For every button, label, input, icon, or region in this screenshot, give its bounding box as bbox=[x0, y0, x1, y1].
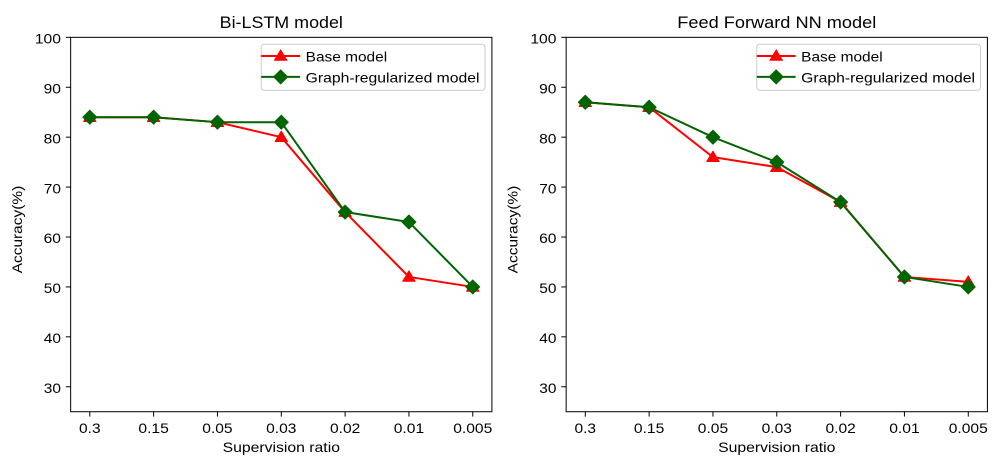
svg-text:70: 70 bbox=[539, 182, 556, 197]
svg-text:Supervision ratio: Supervision ratio bbox=[718, 441, 835, 456]
svg-text:0.02: 0.02 bbox=[330, 422, 360, 437]
svg-text:90: 90 bbox=[44, 82, 61, 97]
svg-text:Base model: Base model bbox=[801, 50, 882, 65]
svg-text:Supervision ratio: Supervision ratio bbox=[223, 441, 340, 456]
svg-text:Bi-LSTM model: Bi-LSTM model bbox=[220, 13, 343, 32]
svg-text:0.03: 0.03 bbox=[762, 422, 792, 437]
svg-text:0.15: 0.15 bbox=[138, 422, 168, 437]
svg-text:0.005: 0.005 bbox=[949, 422, 988, 437]
svg-text:80: 80 bbox=[44, 132, 61, 147]
svg-text:0.01: 0.01 bbox=[394, 422, 424, 437]
svg-text:Graph-regularized model: Graph-regularized model bbox=[801, 71, 975, 86]
svg-text:80: 80 bbox=[539, 132, 556, 147]
svg-text:Graph-regularized model: Graph-regularized model bbox=[306, 71, 480, 86]
svg-text:Accuracy(%): Accuracy(%) bbox=[506, 186, 521, 274]
svg-text:60: 60 bbox=[539, 232, 556, 247]
svg-text:0.05: 0.05 bbox=[202, 422, 232, 437]
svg-text:100: 100 bbox=[530, 32, 556, 47]
svg-text:40: 40 bbox=[539, 332, 556, 347]
svg-text:0.005: 0.005 bbox=[453, 422, 492, 437]
svg-text:40: 40 bbox=[44, 332, 61, 347]
svg-text:50: 50 bbox=[539, 282, 556, 297]
svg-text:100: 100 bbox=[35, 32, 61, 47]
svg-text:0.3: 0.3 bbox=[79, 422, 101, 437]
svg-text:0.15: 0.15 bbox=[634, 422, 664, 437]
svg-text:50: 50 bbox=[44, 282, 61, 297]
svg-text:Base model: Base model bbox=[306, 50, 387, 65]
svg-text:30: 30 bbox=[539, 382, 556, 397]
svg-text:60: 60 bbox=[44, 232, 61, 247]
svg-text:Feed Forward NN model: Feed Forward NN model bbox=[677, 13, 876, 32]
svg-text:Accuracy(%): Accuracy(%) bbox=[11, 186, 26, 274]
svg-text:0.01: 0.01 bbox=[889, 422, 919, 437]
svg-text:90: 90 bbox=[539, 82, 556, 97]
svg-text:70: 70 bbox=[44, 182, 61, 197]
svg-text:0.05: 0.05 bbox=[698, 422, 728, 437]
svg-text:0.3: 0.3 bbox=[575, 422, 597, 437]
svg-text:30: 30 bbox=[44, 382, 61, 397]
svg-text:0.03: 0.03 bbox=[266, 422, 296, 437]
svg-text:0.02: 0.02 bbox=[825, 422, 855, 437]
